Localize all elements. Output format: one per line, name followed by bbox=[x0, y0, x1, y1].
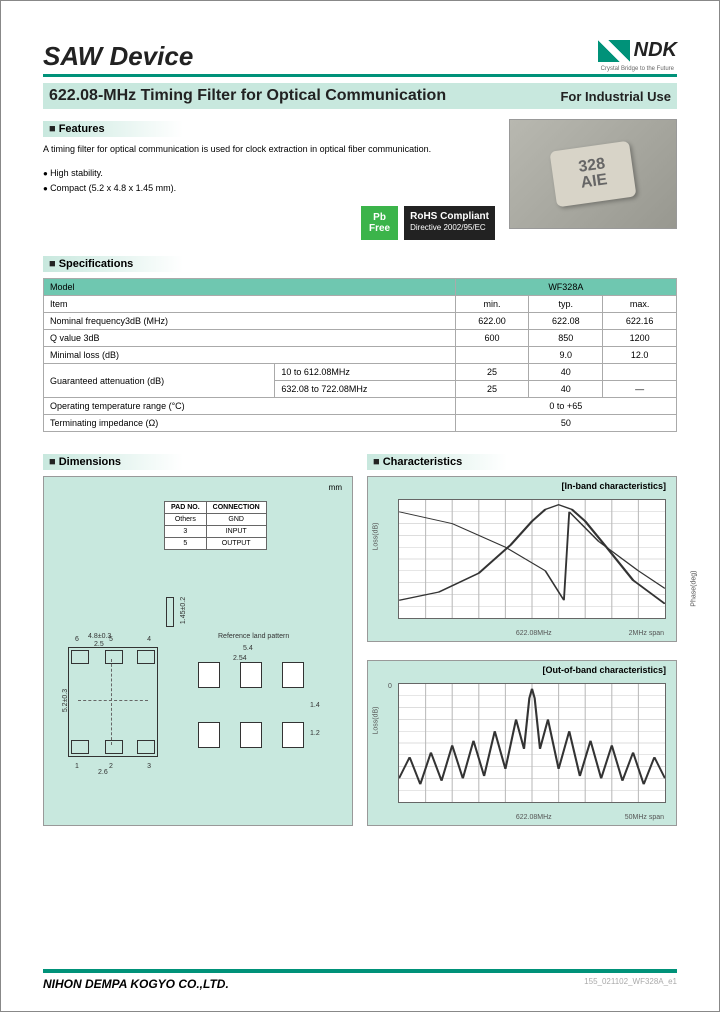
out-of-band-chart bbox=[398, 683, 666, 803]
chart1-xcenter: 622.08MHz bbox=[516, 630, 552, 637]
features-intro: A timing filter for optical communicatio… bbox=[43, 143, 495, 156]
chart1-xspan: 2MHz span bbox=[629, 630, 664, 637]
col-max: max. bbox=[603, 296, 677, 313]
package-outline: 1 2 3 6 5 4 bbox=[68, 647, 158, 757]
feature-bullet: Compact (5.2 x 4.8 x 1.45 mm). bbox=[43, 181, 495, 196]
chart2-y1: Loss(dB) bbox=[373, 707, 380, 735]
chart1-title: [In-band characteristics] bbox=[561, 481, 666, 491]
pb-free-badge: Pb Free bbox=[361, 206, 398, 240]
table-row: Item min. typ. max. bbox=[44, 296, 677, 313]
model-value: WF328A bbox=[455, 279, 676, 296]
dim-unit: mm bbox=[329, 483, 342, 492]
features-heading: Features bbox=[43, 121, 183, 137]
rohs-badge: RoHS Compliant Directive 2002/95/EC bbox=[404, 206, 495, 240]
rohs-line2: Directive 2002/95/EC bbox=[410, 223, 486, 232]
product-photo: 328 AIE bbox=[509, 119, 677, 229]
dimensions-panel: mm PAD NO.CONNECTION OthersGND 3INPUT 5O… bbox=[43, 476, 353, 826]
chart2-xcenter: 622.08MHz bbox=[516, 814, 552, 821]
logo-tagline: Crystal Bridge to the Future bbox=[601, 66, 674, 72]
table-row: Terminating impedance (Ω)50 bbox=[44, 415, 677, 432]
out-of-band-chart-panel: [Out-of-band characteristics] Loss(dB) 0… bbox=[367, 660, 677, 826]
company-name: NIHON DEMPA KOGYO CO.,LTD. bbox=[43, 977, 229, 991]
characteristics-heading: Characteristics bbox=[367, 454, 507, 470]
table-row: Model WF328A bbox=[44, 279, 677, 296]
model-label: Model bbox=[44, 279, 456, 296]
logo-text: NDK bbox=[634, 39, 677, 62]
document-id: 155_021102_WF328A_e1 bbox=[584, 977, 677, 991]
in-band-chart-panel: [In-band characteristics] Loss(dB) Phase… bbox=[367, 476, 677, 642]
rohs-line1: RoHS Compliant bbox=[410, 211, 489, 222]
chart2-xspan: 50MHz span bbox=[625, 814, 664, 821]
pb-line2: Free bbox=[369, 223, 390, 234]
chart2-zero: 0 bbox=[388, 683, 392, 690]
reference-land-pattern: 1.4 1.2 bbox=[198, 642, 318, 772]
feature-bullets: High stability. Compact (5.2 x 4.8 x 1.4… bbox=[43, 166, 495, 197]
characteristics-column: Characteristics [In-band characteristics… bbox=[367, 452, 677, 844]
subtitle-bar: 622.08-MHz Timing Filter for Optical Com… bbox=[43, 83, 677, 109]
dimensions-column: Dimensions mm PAD NO.CONNECTION OthersGN… bbox=[43, 452, 353, 844]
chip-icon: 328 AIE bbox=[549, 141, 636, 208]
chip-marking-2: AIE bbox=[580, 172, 609, 192]
table-row: Nominal frequency3dB (MHz)622.00622.0862… bbox=[44, 313, 677, 330]
dimensions-heading: Dimensions bbox=[43, 454, 183, 470]
table-row: Minimal loss (dB)9.012.0 bbox=[44, 347, 677, 364]
datasheet-page: SAW Device NDK Crystal Bridge to the Fut… bbox=[1, 1, 719, 864]
main-title: SAW Device bbox=[43, 41, 193, 72]
table-row: Guaranteed attenuation (dB)10 to 612.08M… bbox=[44, 364, 677, 381]
logo: NDK Crystal Bridge to the Future bbox=[598, 39, 677, 72]
in-band-chart bbox=[398, 499, 666, 619]
pad-connection-table: PAD NO.CONNECTION OthersGND 3INPUT 5OUTP… bbox=[164, 501, 267, 550]
package-drawing: 4.8±0.3 2.5 5.2±0.3 1.45±0.2 2.6 Referen… bbox=[58, 577, 338, 797]
table-row: Q value 3dB6008501200 bbox=[44, 330, 677, 347]
chart2-title: [Out-of-band characteristics] bbox=[542, 665, 666, 675]
col-item: Item bbox=[44, 296, 456, 313]
table-row: Operating temperature range (°C)0 to +65 bbox=[44, 398, 677, 415]
feature-bullet: High stability. bbox=[43, 166, 495, 181]
features-left: Features A timing filter for optical com… bbox=[43, 119, 495, 240]
specs-heading: Specifications bbox=[43, 256, 183, 272]
chart2-svg bbox=[399, 684, 665, 802]
pb-line1: Pb bbox=[373, 212, 386, 223]
specifications-table: Model WF328A Item min. typ. max. Nominal… bbox=[43, 278, 677, 432]
chart1-y2: Phase(deg) bbox=[691, 571, 698, 607]
features-section: Features A timing filter for optical com… bbox=[43, 119, 677, 240]
chart1-svg bbox=[399, 500, 665, 618]
col-min: min. bbox=[455, 296, 529, 313]
header: SAW Device NDK Crystal Bridge to the Fut… bbox=[43, 39, 677, 77]
logo-main: NDK bbox=[598, 39, 677, 62]
page-footer: NIHON DEMPA KOGYO CO.,LTD. 155_021102_WF… bbox=[43, 969, 677, 991]
logo-mark-icon bbox=[598, 40, 630, 62]
col-typ: typ. bbox=[529, 296, 603, 313]
compliance-badges: Pb Free RoHS Compliant Directive 2002/95… bbox=[43, 206, 495, 240]
chart1-y1: Loss(dB) bbox=[373, 523, 380, 551]
bottom-columns: Dimensions mm PAD NO.CONNECTION OthersGN… bbox=[43, 452, 677, 844]
subtitle-right: For Industrial Use bbox=[560, 89, 671, 104]
subtitle-main: 622.08-MHz Timing Filter for Optical Com… bbox=[49, 87, 446, 104]
